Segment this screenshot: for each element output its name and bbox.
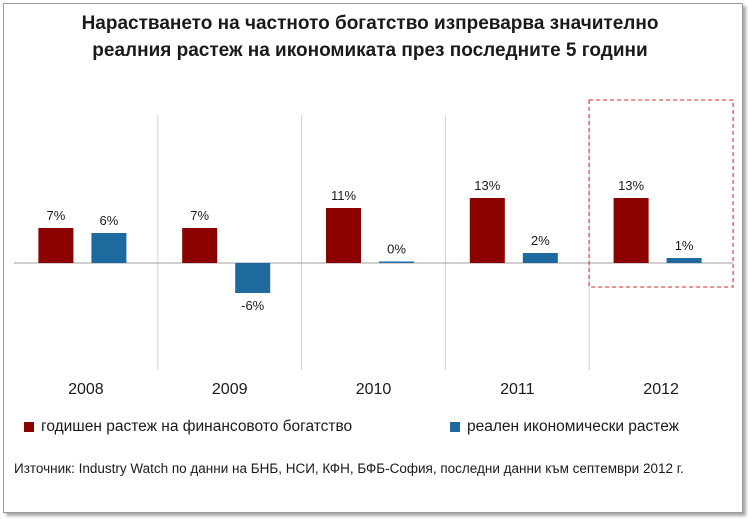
bar-2 bbox=[666, 258, 702, 263]
category-label: 2008 bbox=[68, 381, 104, 398]
category-label: 2011 bbox=[500, 381, 535, 398]
data-label: 7% bbox=[190, 208, 209, 223]
data-label: 11% bbox=[331, 188, 356, 203]
bar-2 bbox=[522, 253, 558, 263]
data-label: -6% bbox=[241, 298, 265, 313]
legend-item-series-2: реален икономически растеж bbox=[450, 418, 679, 436]
legend-label-series-1: годишен растеж на финансовото богатство bbox=[41, 418, 353, 435]
bar-1 bbox=[38, 228, 74, 263]
category-label: 2010 bbox=[356, 381, 392, 398]
source-note: Източник: Industry Watch по данни на БНБ… bbox=[14, 461, 684, 476]
chart-legend: годишен растеж на финансовото богатство … bbox=[22, 418, 742, 442]
data-label: 2% bbox=[531, 233, 550, 248]
bar-2 bbox=[379, 261, 414, 263]
data-label: 1% bbox=[675, 238, 694, 253]
highlight-box bbox=[588, 99, 734, 288]
bar-1 bbox=[182, 228, 218, 263]
legend-swatch-series-1 bbox=[24, 422, 34, 432]
bar-1 bbox=[613, 198, 649, 263]
data-label: 7% bbox=[47, 208, 66, 223]
bar-2 bbox=[235, 263, 271, 293]
bar-1 bbox=[326, 208, 361, 263]
category-label: 2009 bbox=[212, 381, 248, 398]
data-label: 13% bbox=[618, 178, 644, 193]
data-label: 13% bbox=[474, 178, 500, 193]
legend-label-series-2: реален икономически растеж bbox=[467, 418, 680, 435]
data-label: 6% bbox=[100, 213, 119, 228]
legend-item-series-1: годишен растеж на финансовото богатство bbox=[24, 418, 352, 436]
bar-2 bbox=[91, 233, 127, 263]
category-label: 2012 bbox=[643, 381, 679, 398]
bar-1 bbox=[469, 198, 505, 263]
legend-swatch-series-2 bbox=[450, 422, 460, 432]
data-label: 0% bbox=[387, 242, 406, 257]
chart-title: Нарастването на частното богатство изпре… bbox=[81, 13, 659, 61]
